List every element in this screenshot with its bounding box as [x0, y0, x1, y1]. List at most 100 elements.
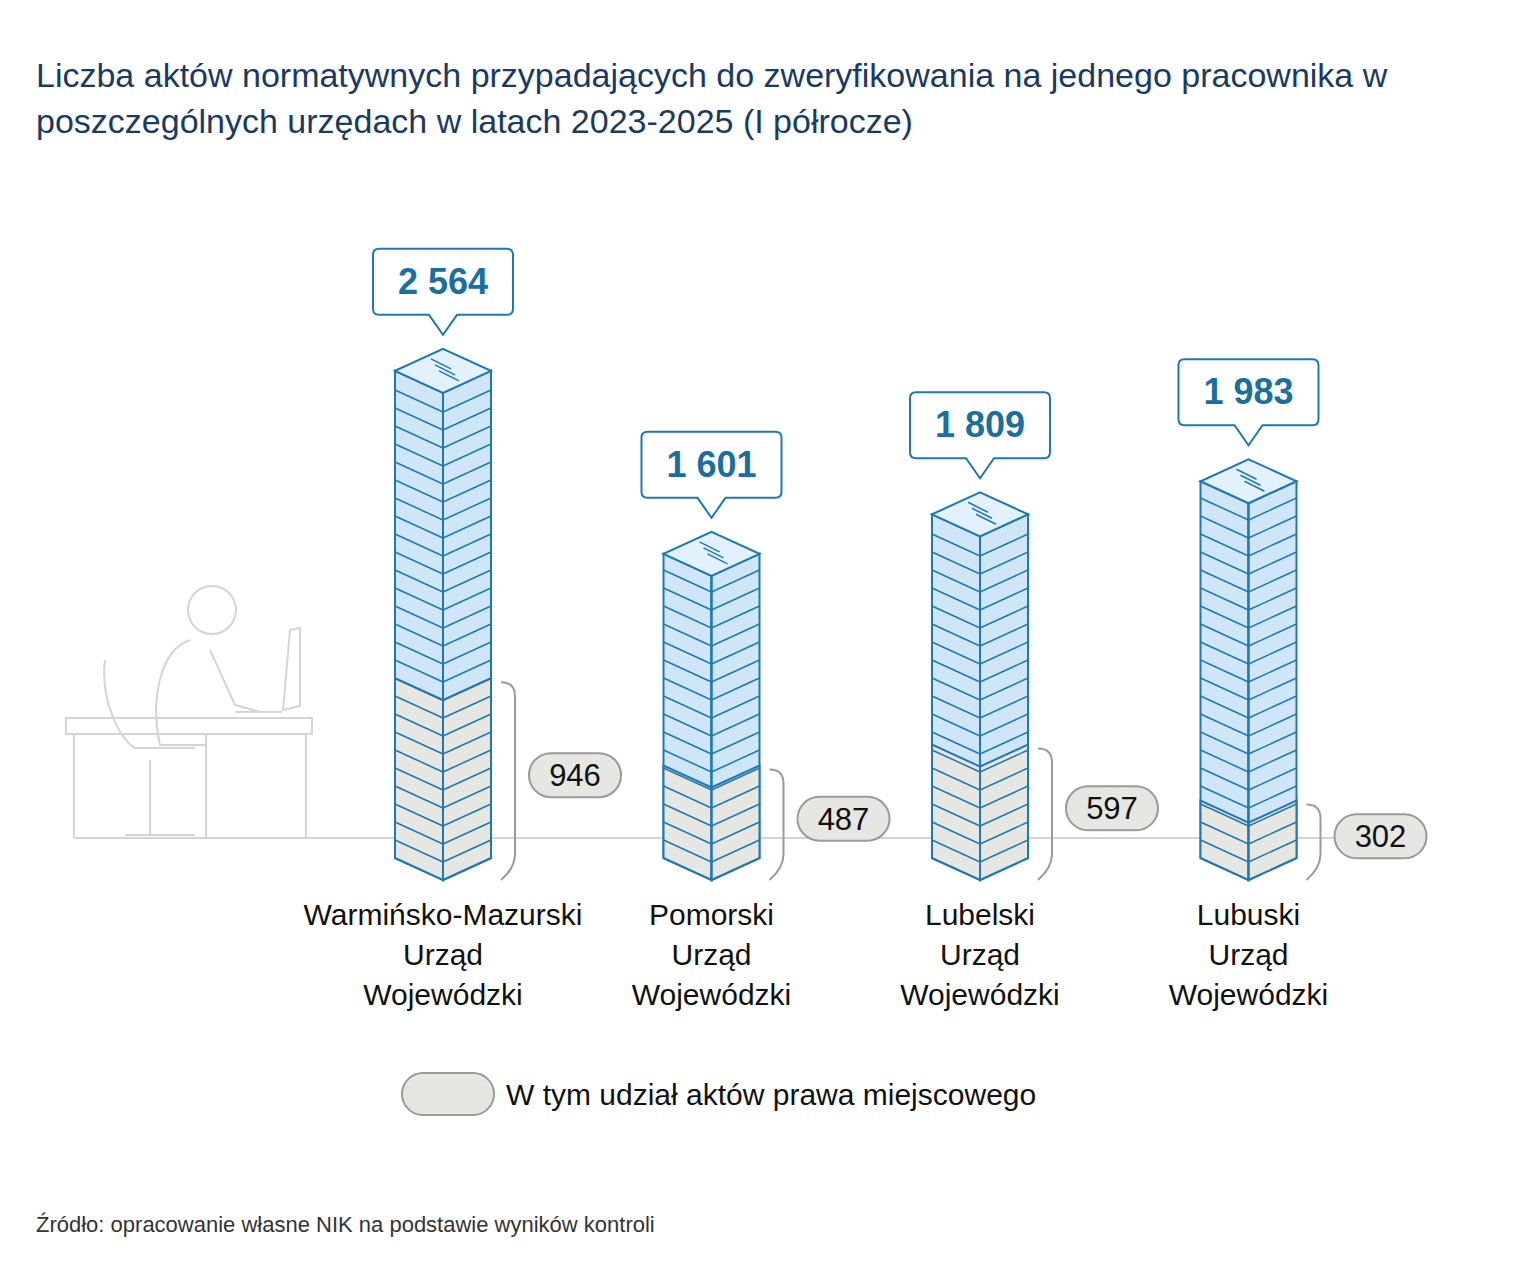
- stripe: [395, 732, 443, 754]
- face-left: [664, 554, 712, 880]
- category-label: Lubelski Urząd Wojewódzki: [900, 898, 1060, 1011]
- stripe: [395, 768, 443, 790]
- category-line: Urząd: [671, 938, 751, 971]
- pill: [1335, 814, 1427, 858]
- sheet-line: [976, 514, 996, 524]
- stripe: [395, 642, 443, 664]
- stripes: [1201, 498, 1297, 880]
- bracket: [1307, 805, 1321, 880]
- desk-top: [66, 718, 312, 734]
- stripe: [443, 588, 491, 610]
- stripe: [712, 804, 760, 826]
- stripe: [712, 570, 760, 592]
- stripe: [395, 678, 443, 700]
- bar-top: [932, 492, 1028, 536]
- stripe: [1249, 498, 1297, 520]
- callout: 1 983: [1179, 359, 1319, 445]
- category-line: Lubelski: [925, 898, 1035, 931]
- category-line: Wojewódzki: [900, 978, 1060, 1011]
- stripe: [712, 606, 760, 628]
- stripe: [395, 570, 443, 592]
- stripe: [712, 642, 760, 664]
- stripe: [980, 804, 1028, 826]
- stripe: [980, 552, 1028, 574]
- stripe: [932, 660, 980, 682]
- stripe: [443, 660, 491, 682]
- stripe: [664, 786, 712, 808]
- stripe: [664, 588, 712, 610]
- stripe: [664, 732, 712, 754]
- callout: 1 601: [642, 432, 782, 518]
- stripe: [932, 534, 980, 556]
- face-left: [395, 371, 443, 880]
- stripe: [1201, 516, 1249, 538]
- head: [188, 586, 236, 634]
- face-left: [932, 745, 980, 880]
- stripe: [1201, 552, 1249, 574]
- stripe: [664, 768, 712, 790]
- stripe: [443, 606, 491, 628]
- stripe: [1249, 570, 1297, 592]
- stripe: [1249, 732, 1297, 754]
- stripe: [395, 516, 443, 538]
- category-line: Wojewódzki: [632, 978, 792, 1011]
- stripe: [712, 750, 760, 772]
- stripe: [664, 660, 712, 682]
- legend-label: W tym udział aktów prawa miejscowego: [506, 1078, 1036, 1111]
- stripe: [664, 570, 712, 592]
- stripe: [712, 660, 760, 682]
- stripe: [932, 822, 980, 844]
- face-right: [980, 514, 1028, 880]
- category-line: Urząd: [940, 938, 1020, 971]
- stripe: [1201, 804, 1249, 826]
- stripe: [1201, 732, 1249, 754]
- stripe: [395, 552, 443, 574]
- stripe: [395, 426, 443, 448]
- stripe: [664, 606, 712, 628]
- stripe: [1249, 678, 1297, 700]
- callout-box: [1179, 359, 1319, 445]
- bars: [395, 349, 1297, 880]
- chair: [104, 660, 195, 835]
- stripe: [395, 534, 443, 556]
- stripe: [1249, 786, 1297, 808]
- stripe: [395, 444, 443, 466]
- value-label: 1 809: [935, 404, 1025, 445]
- face-left: [395, 678, 443, 880]
- data-label: 487: [818, 802, 870, 837]
- stripe: [664, 750, 712, 772]
- bracket: [1038, 749, 1052, 880]
- stripe: [664, 714, 712, 736]
- pill: [529, 753, 621, 797]
- category-line: Urząd: [403, 938, 483, 971]
- stripe: [712, 822, 760, 844]
- stripe: [980, 714, 1028, 736]
- stripe: [395, 714, 443, 736]
- stripe: [932, 768, 980, 790]
- stripe: [395, 696, 443, 718]
- stripe: [395, 804, 443, 826]
- bar-total: [1201, 459, 1297, 880]
- source: Źródło: opracowanie własne NIK na podsta…: [36, 1212, 655, 1238]
- callout: 2 564: [373, 249, 513, 335]
- face-left: [1201, 481, 1249, 880]
- stripe: [980, 678, 1028, 700]
- category-line: Wojewódzki: [1169, 978, 1329, 1011]
- stripe: [395, 498, 443, 520]
- stripe: [1249, 768, 1297, 790]
- sheet-line: [708, 554, 728, 564]
- bar-top: [1201, 459, 1297, 503]
- face-left: [932, 514, 980, 880]
- stripe: [664, 822, 712, 844]
- edge: [1248, 503, 1250, 880]
- legend: W tym udział aktów prawa miejscowego: [402, 1073, 1036, 1115]
- stripe: [980, 606, 1028, 628]
- desk-leg: [305, 734, 307, 838]
- stripe: [712, 840, 760, 862]
- face-right: [1249, 481, 1297, 880]
- stripe: [443, 408, 491, 430]
- stripe: [443, 696, 491, 718]
- face-right: [1249, 801, 1297, 880]
- stripe: [443, 840, 491, 862]
- stripe: [443, 732, 491, 754]
